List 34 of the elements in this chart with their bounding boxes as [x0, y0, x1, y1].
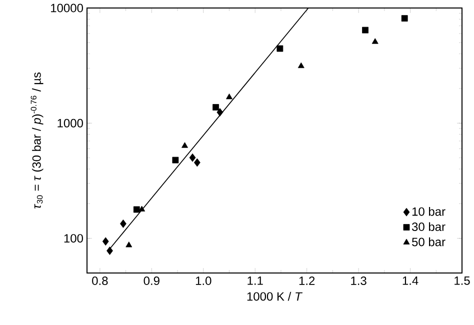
x-tick-label: 1.0 [196, 276, 212, 286]
point [298, 62, 304, 68]
point [182, 142, 188, 148]
point [226, 94, 232, 100]
x-tick-label: 1.3 [351, 276, 366, 286]
point [133, 206, 140, 213]
legend-label: 10 bar [412, 207, 446, 216]
x-tick-label: 1.5 [454, 276, 470, 285]
point [106, 246, 113, 255]
point [194, 158, 200, 167]
y-tick-label: 100 [64, 234, 83, 243]
point [138, 206, 146, 212]
point [189, 153, 196, 162]
point [120, 219, 126, 228]
point [102, 237, 109, 246]
point [216, 108, 224, 116]
point [401, 15, 408, 22]
legend-label: 50 bar [412, 237, 446, 246]
point [212, 104, 219, 110]
legend-label: 30 bar [412, 222, 446, 232]
x-tick-label: 1.2 [299, 276, 315, 285]
x-tick-label: 1.4 [402, 276, 418, 285]
y-tick-label: 10000 [51, 4, 83, 12]
point [362, 26, 368, 34]
point [372, 38, 378, 44]
y-tick-label: 1000 [58, 118, 83, 128]
x-tick-label: 0.8 [92, 276, 108, 286]
x-tick-label: 1.1 [248, 276, 263, 285]
text: τ$_{30}$ = τ (30 bar / p)$^{-0.76}$ / µs [30, 72, 44, 209]
x-tick-label: 0.9 [144, 276, 160, 286]
point [172, 156, 179, 164]
point [276, 45, 284, 52]
x-axis-title: 1000 K / T [247, 292, 303, 301]
point [126, 242, 132, 248]
